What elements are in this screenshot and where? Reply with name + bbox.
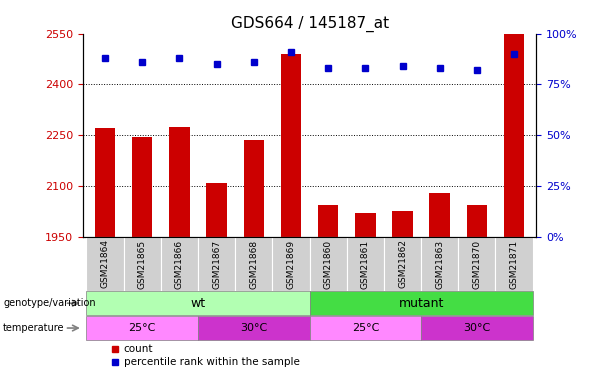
Bar <box>347 237 384 291</box>
Bar <box>355 213 376 375</box>
Bar <box>310 237 347 291</box>
Bar <box>207 183 227 375</box>
Text: GSM21860: GSM21860 <box>324 239 333 288</box>
Bar <box>243 140 264 375</box>
Text: genotype/variation: genotype/variation <box>3 298 96 308</box>
Text: GSM21862: GSM21862 <box>398 239 407 288</box>
Text: wt: wt <box>191 297 205 310</box>
Bar <box>459 237 495 291</box>
Bar <box>281 54 301 375</box>
Bar <box>124 237 161 291</box>
Text: 25°C: 25°C <box>352 323 379 333</box>
Text: mutant: mutant <box>398 297 444 310</box>
Bar <box>169 127 189 375</box>
Bar <box>198 316 310 340</box>
Text: GSM21870: GSM21870 <box>473 239 481 288</box>
Bar <box>95 129 115 375</box>
Bar <box>421 237 459 291</box>
Bar <box>86 291 310 315</box>
Text: percentile rank within the sample: percentile rank within the sample <box>124 357 300 367</box>
Bar <box>86 237 124 291</box>
Bar <box>198 237 235 291</box>
Text: GSM21864: GSM21864 <box>101 239 110 288</box>
Text: GSM21867: GSM21867 <box>212 239 221 288</box>
Bar <box>384 237 421 291</box>
Bar <box>132 137 153 375</box>
Bar <box>430 193 450 375</box>
Text: GSM21863: GSM21863 <box>435 239 444 288</box>
Text: GSM21866: GSM21866 <box>175 239 184 288</box>
Text: temperature: temperature <box>3 323 64 333</box>
Bar <box>421 316 533 340</box>
Bar <box>504 34 524 375</box>
Text: count: count <box>124 344 153 354</box>
Bar <box>466 205 487 375</box>
Text: GSM21868: GSM21868 <box>249 239 258 288</box>
Bar <box>310 291 533 315</box>
Bar <box>272 237 310 291</box>
Bar <box>86 316 198 340</box>
Text: GSM21861: GSM21861 <box>361 239 370 288</box>
Bar <box>318 205 338 375</box>
Text: 30°C: 30°C <box>240 323 267 333</box>
Bar <box>235 237 272 291</box>
Text: GSM21869: GSM21869 <box>286 239 295 288</box>
Text: GSM21865: GSM21865 <box>138 239 147 288</box>
Bar <box>310 316 421 340</box>
Bar <box>392 211 413 375</box>
Bar <box>161 237 198 291</box>
Text: 25°C: 25°C <box>129 323 156 333</box>
Bar <box>495 237 533 291</box>
Text: GSM21871: GSM21871 <box>509 239 519 288</box>
Title: GDS664 / 145187_at: GDS664 / 145187_at <box>230 16 389 32</box>
Text: 30°C: 30°C <box>463 323 490 333</box>
